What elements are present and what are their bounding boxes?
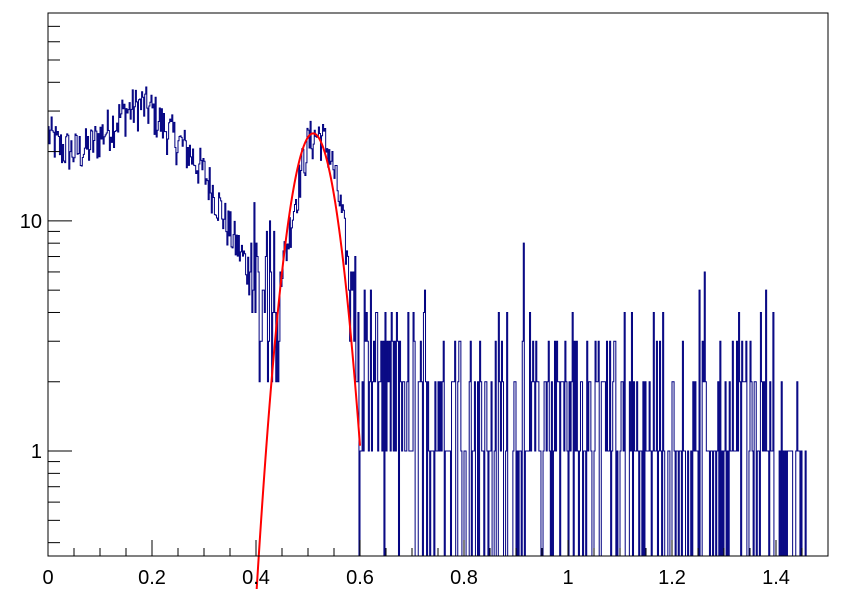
x-tick-label: 1.4	[762, 567, 790, 589]
histogram-line	[48, 86, 808, 557]
x-tick-label: 0.2	[138, 567, 166, 589]
fit-curve	[255, 132, 361, 589]
histogram-series	[48, 86, 808, 557]
y-tick-label: 1	[31, 441, 42, 463]
fit-line	[255, 132, 361, 589]
x-tick-label: 1	[562, 567, 573, 589]
x-tick-label: 0	[42, 567, 53, 589]
y-axis: 1 10	[20, 12, 72, 544]
x-axis: 0 0.2 0.4 0.6 0.8 1 1.2 1.4	[42, 540, 829, 589]
y-tick-label: 10	[20, 211, 42, 233]
x-tick-label: 0.4	[242, 567, 270, 589]
x-tick-label: 0.8	[450, 567, 478, 589]
x-tick-label: 1.2	[658, 567, 686, 589]
x-tick-label: 0.6	[346, 567, 374, 589]
